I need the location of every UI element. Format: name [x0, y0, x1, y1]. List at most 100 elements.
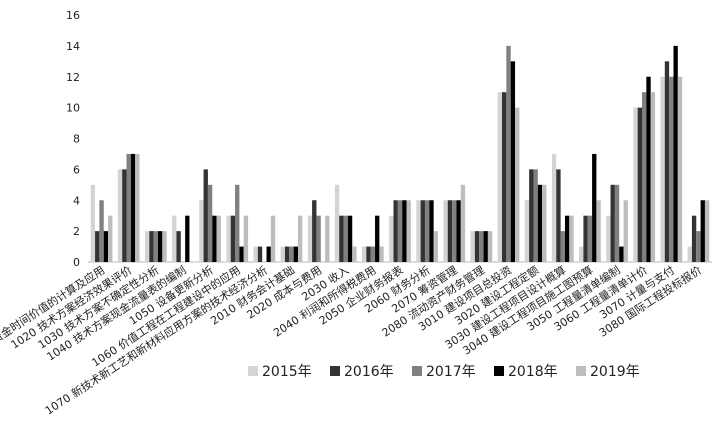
bar — [203, 169, 208, 262]
bar — [506, 45, 511, 262]
bar — [122, 169, 127, 262]
bar — [556, 169, 561, 262]
bar — [646, 76, 651, 262]
bar — [95, 231, 100, 262]
bar — [533, 169, 538, 262]
legend-swatch — [412, 366, 422, 376]
bar — [199, 200, 204, 262]
bar — [397, 200, 403, 262]
bar — [704, 200, 710, 262]
bar — [362, 246, 367, 262]
bar — [207, 184, 213, 262]
bar — [157, 231, 163, 262]
y-tick-label: 6 — [73, 163, 80, 176]
bar — [650, 92, 656, 262]
bar — [185, 215, 190, 262]
bar — [596, 200, 601, 262]
y-tick-label: 16 — [66, 9, 80, 22]
bar — [130, 153, 136, 262]
bar — [700, 200, 705, 262]
bar — [253, 246, 258, 262]
bar — [515, 107, 520, 262]
bar — [370, 246, 376, 262]
bar — [569, 215, 574, 262]
bar — [664, 61, 670, 262]
bar — [606, 215, 611, 262]
legend-label: 2015年 — [262, 364, 312, 380]
bar — [614, 184, 620, 262]
bar — [334, 184, 340, 262]
bar — [542, 184, 547, 262]
bar — [560, 231, 565, 262]
bar — [144, 231, 150, 262]
bar — [226, 215, 231, 262]
bar — [293, 246, 298, 262]
legend-swatch — [330, 366, 340, 376]
bar — [90, 184, 96, 262]
bar — [447, 200, 453, 262]
bar — [162, 231, 167, 262]
bar — [497, 92, 503, 262]
bar — [243, 215, 249, 262]
legend-swatch — [494, 366, 504, 376]
bar — [510, 61, 516, 262]
bar — [307, 215, 313, 262]
bar — [402, 200, 407, 262]
y-tick-label: 0 — [73, 256, 80, 269]
bar — [352, 246, 357, 262]
bar — [416, 200, 421, 262]
bar — [610, 184, 615, 262]
bar — [524, 200, 530, 262]
bar — [537, 184, 543, 262]
bar — [420, 200, 425, 262]
bar — [280, 246, 285, 262]
bar — [479, 231, 484, 262]
bar — [235, 184, 240, 262]
bar — [126, 153, 131, 262]
y-tick-label: 4 — [73, 194, 80, 207]
legend-label: 2016年 — [344, 364, 394, 380]
bar — [637, 107, 643, 262]
bar — [135, 153, 140, 262]
bar — [375, 215, 380, 262]
bar — [502, 92, 507, 262]
legend-swatch — [248, 366, 258, 376]
bar — [216, 215, 221, 262]
bar — [230, 215, 236, 262]
y-tick-label: 12 — [66, 71, 80, 84]
bar — [529, 169, 534, 262]
bar — [239, 246, 244, 262]
y-tick-label: 2 — [73, 225, 80, 238]
bar — [687, 246, 692, 262]
bar — [587, 215, 593, 262]
bar — [619, 246, 624, 262]
legend-label: 2018年 — [508, 364, 558, 380]
bar — [474, 231, 480, 262]
bar — [673, 45, 678, 262]
bar — [564, 215, 570, 262]
y-tick-label: 10 — [66, 102, 80, 115]
bar — [429, 200, 434, 262]
bar — [99, 200, 104, 262]
bar — [583, 215, 588, 262]
bar — [270, 215, 276, 262]
bar — [443, 200, 448, 262]
legend-swatch — [576, 366, 586, 376]
bar — [691, 215, 697, 262]
bar — [633, 107, 638, 262]
bar — [312, 200, 317, 262]
bar — [153, 231, 158, 262]
bar — [452, 200, 457, 262]
bar — [172, 215, 177, 262]
bar — [325, 215, 330, 262]
legend-label: 2019年 — [590, 364, 640, 380]
bar — [212, 215, 217, 262]
bar — [176, 231, 181, 262]
bar — [339, 215, 344, 262]
bar — [393, 200, 398, 262]
bar — [108, 215, 113, 262]
bar — [289, 246, 294, 262]
bar — [257, 246, 263, 262]
bar — [266, 246, 271, 262]
